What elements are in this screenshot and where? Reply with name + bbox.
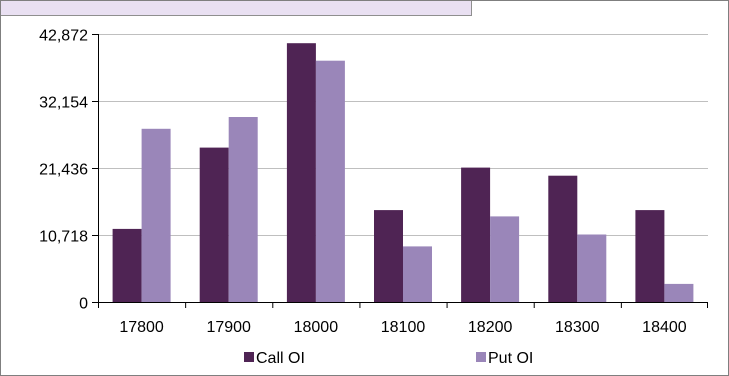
bar-put-oi-18000 [315,60,345,303]
legend-swatch-call-oi [244,352,254,362]
y-tick-label: 21,436 [39,162,88,179]
x-tick-label: 18000 [294,319,339,336]
x-tick-label: 17800 [119,319,164,336]
x-tick-label: 17900 [206,319,251,336]
bar-call-oi-18000 [286,43,316,302]
bar-call-oi-18200 [461,167,491,302]
x-tick-labels: 17800 17900 18000 18100 18200 18300 18400 [119,319,686,336]
y-tick-label: 42,872 [39,28,88,45]
bar-call-oi-17900 [199,147,229,302]
bars [112,43,694,303]
bar-put-oi-17900 [228,117,258,302]
bar-put-oi-18400 [664,283,694,302]
y-tick-label: 10,718 [39,229,88,246]
x-tick-label: 18200 [468,319,513,336]
bar-put-oi-18200 [490,216,520,302]
gridlines [98,34,708,236]
bar-call-oi-17800 [112,228,142,302]
bar-call-oi-18300 [548,175,578,302]
y-tick-labels: 0 10,718 21,436 32,154 42,872 [39,28,88,313]
legend-swatch-put-oi [476,352,486,362]
legend: Call OI Put OI [244,350,533,367]
y-tick-label: 0 [79,296,88,313]
legend-label-call-oi: Call OI [256,350,305,367]
legend-label-put-oi: Put OI [488,350,533,367]
axes [92,34,708,308]
bar-call-oi-18400 [635,210,665,302]
bar-put-oi-17800 [141,128,171,302]
bar-call-oi-18100 [374,210,403,302]
bar-put-oi-18100 [403,246,432,302]
x-tick-label: 18300 [555,319,600,336]
bar-put-oi-18300 [577,234,607,302]
header-divider [471,1,472,15]
y-tick-label: 32,154 [39,95,88,112]
x-tick-label: 18400 [642,319,687,336]
x-tick-label: 18100 [381,319,426,336]
